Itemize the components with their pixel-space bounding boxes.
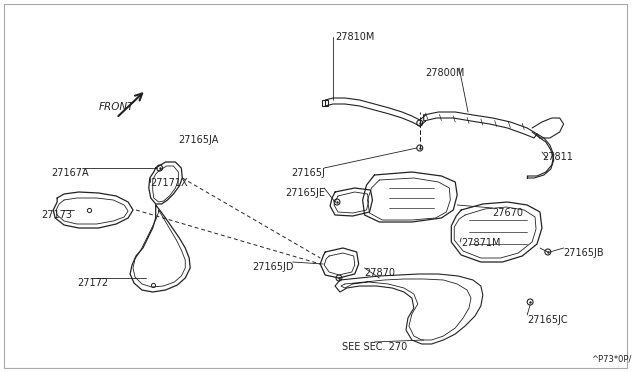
Text: 27165JA: 27165JA bbox=[179, 135, 219, 145]
Text: 27810M: 27810M bbox=[335, 32, 374, 42]
Text: 27670: 27670 bbox=[493, 208, 524, 218]
Text: 27870: 27870 bbox=[365, 268, 396, 278]
Text: 27871M: 27871M bbox=[461, 238, 500, 248]
Text: 27165JB: 27165JB bbox=[564, 248, 604, 258]
Text: FRONT: FRONT bbox=[99, 102, 134, 112]
Text: 27171X: 27171X bbox=[150, 178, 188, 188]
Text: 27173: 27173 bbox=[42, 210, 72, 220]
Text: 27165JC: 27165JC bbox=[527, 315, 568, 325]
Text: 27165JD: 27165JD bbox=[252, 262, 294, 272]
Text: 27172: 27172 bbox=[77, 278, 108, 288]
Text: 27167A: 27167A bbox=[51, 168, 89, 178]
Text: 27811: 27811 bbox=[542, 152, 573, 162]
Text: 27165J: 27165J bbox=[291, 168, 325, 178]
Text: ^P73*0P/: ^P73*0P/ bbox=[591, 355, 632, 364]
Text: 27800M: 27800M bbox=[426, 68, 465, 78]
Text: 27165JE: 27165JE bbox=[285, 188, 325, 198]
Text: SEE SEC. 270: SEE SEC. 270 bbox=[342, 342, 407, 352]
